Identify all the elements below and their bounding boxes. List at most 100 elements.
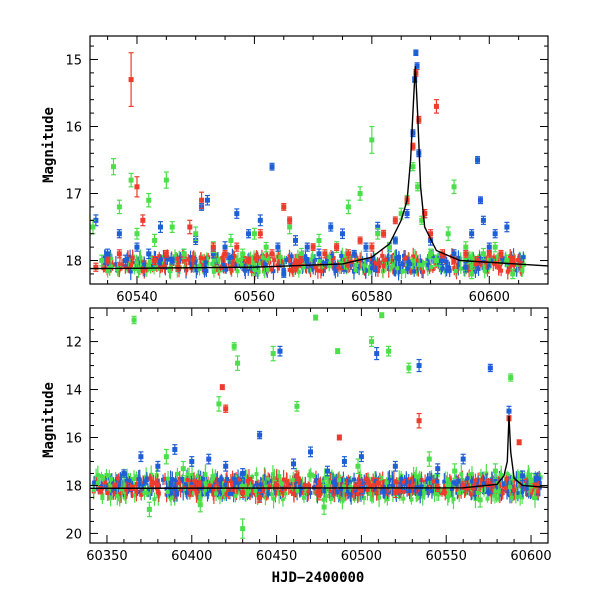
bottom-cloud-point	[324, 494, 329, 499]
bottom-cloud-point	[465, 476, 470, 481]
bottom-cloud-point	[341, 491, 346, 496]
data-point	[134, 231, 140, 237]
top-cloud-point	[338, 260, 343, 265]
data-point	[298, 258, 304, 264]
data-point	[206, 456, 212, 462]
top-cloud-point	[242, 267, 247, 272]
top-cloud-point	[462, 269, 467, 274]
top-y-tick-label: 16	[65, 120, 82, 135]
bottom-cloud-point	[484, 471, 489, 476]
bottom-cloud-point	[168, 495, 173, 500]
bottom-cloud-point	[308, 472, 313, 477]
bottom-cloud-point	[306, 489, 311, 494]
bottom-cloud-point	[274, 476, 279, 481]
data-point	[287, 217, 293, 223]
bottom-cloud-point	[134, 474, 139, 479]
top-cloud-point	[388, 266, 393, 271]
bottom-cloud-point	[284, 479, 289, 484]
data-point	[128, 177, 134, 183]
bottom-cloud-point	[163, 476, 168, 481]
top-cloud-point	[394, 255, 399, 260]
data-point	[316, 492, 322, 498]
top-cloud-point	[184, 267, 189, 272]
bottom-cloud-point	[192, 479, 197, 484]
top-cloud-point	[272, 258, 277, 263]
data-point	[308, 449, 314, 455]
bottom-cloud-point	[126, 487, 131, 492]
top-cloud-point	[172, 254, 177, 259]
bottom-cloud-point	[246, 489, 251, 494]
top-cloud-point	[516, 257, 521, 262]
top-cloud-point	[228, 260, 233, 265]
top-y-tick-label: 18	[65, 255, 82, 270]
top-cloud-point	[262, 269, 267, 274]
bottom-cloud-point	[524, 486, 529, 491]
data-point	[406, 365, 412, 371]
bottom-cloud-point	[498, 472, 503, 477]
data-point	[375, 224, 381, 230]
top-cloud-point	[142, 262, 147, 267]
top-cloud-point	[175, 256, 180, 261]
top-cloud-point	[190, 257, 195, 262]
data-point	[413, 50, 419, 56]
bottom-cloud-point	[367, 483, 372, 488]
bottom-cloud-point	[512, 488, 517, 493]
top-cloud-point	[380, 260, 385, 265]
bottom-cloud-point	[272, 478, 277, 483]
top-cloud-point	[347, 259, 352, 264]
bottom-cloud-point	[443, 491, 448, 496]
data-point	[469, 271, 475, 277]
top-cloud-point	[403, 269, 408, 274]
bottom-cloud-point	[465, 486, 470, 491]
bottom-cloud-point	[145, 488, 150, 493]
top-cloud-point	[198, 255, 203, 260]
data-point	[246, 258, 252, 264]
data-point	[433, 258, 439, 264]
data-point	[222, 251, 228, 257]
bottom-cloud-point	[480, 479, 485, 484]
bottom-x-tick-label: 60400	[171, 549, 212, 564]
bottom-cloud-point	[236, 480, 241, 485]
top-cloud-point	[402, 253, 407, 258]
top-cloud-point	[413, 264, 418, 269]
top-cloud-point	[331, 256, 336, 261]
top-cloud-point	[419, 266, 424, 271]
bottom-cloud-point	[263, 495, 268, 500]
top-cloud-point	[392, 269, 397, 274]
bottom-cloud-point	[425, 479, 430, 484]
bottom-plot-frame	[89, 307, 549, 544]
data-point	[228, 237, 234, 243]
bottom-cloud-point	[525, 481, 530, 486]
data-point	[351, 251, 357, 257]
bottom-cloud-point	[248, 484, 253, 489]
bottom-cloud-point	[332, 475, 337, 480]
top-cloud-point	[255, 255, 260, 260]
bottom-cloud-point	[166, 476, 171, 481]
top-cloud-point	[250, 261, 255, 266]
top-x-tick-label: 60580	[351, 290, 392, 305]
bottom-cloud-point	[364, 476, 369, 481]
data-point	[116, 204, 122, 210]
bottom-cloud-point	[502, 483, 507, 488]
bottom-cloud-point	[214, 491, 219, 496]
bottom-cloud-point	[180, 476, 185, 481]
top-cloud-point	[417, 262, 422, 267]
data-point	[105, 251, 111, 257]
data-point	[381, 231, 387, 237]
data-point	[416, 117, 422, 123]
bottom-cloud-point	[518, 483, 523, 488]
top-cloud-point	[138, 256, 143, 261]
bottom-cloud-point	[427, 476, 432, 481]
top-cloud-point	[194, 268, 199, 273]
bottom-cloud-point	[476, 479, 481, 484]
data-point	[240, 251, 246, 257]
bottom-cloud-point	[494, 496, 499, 501]
data-point	[277, 348, 283, 354]
bottom-cloud-point	[455, 487, 460, 492]
top-cloud-point	[221, 262, 226, 267]
bottom-cloud-point	[100, 476, 105, 481]
top-cloud-point	[458, 266, 463, 271]
data-point	[99, 258, 105, 264]
bottom-cloud-point	[376, 492, 381, 497]
bottom-cloud-point	[217, 495, 222, 500]
